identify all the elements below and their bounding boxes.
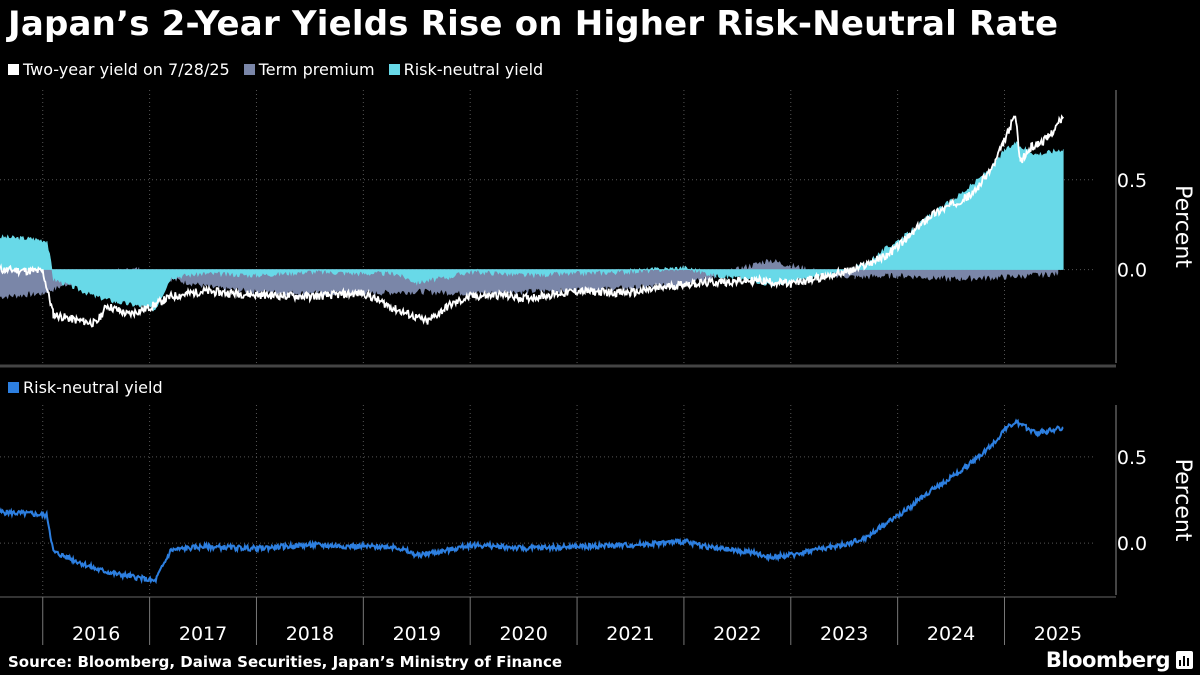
x-tick-label: 2021 xyxy=(606,623,654,645)
source-note: Source: Bloomberg, Daiwa Securities, Jap… xyxy=(8,653,563,671)
x-tick-label: 2018 xyxy=(286,623,334,645)
legend-swatch-term-premium xyxy=(243,64,255,75)
legend-label-risk-neutral-yield: Risk-neutral yield xyxy=(403,60,544,79)
x-tick-label: 2024 xyxy=(927,623,975,645)
risk-neutral-yield-area xyxy=(0,141,1064,312)
x-tick-label: 2017 xyxy=(179,623,227,645)
legend-item-term-premium: Term premium xyxy=(243,60,375,79)
top-chart-legend: Two-year yield on 7/28/25 Term premium R… xyxy=(8,60,543,79)
y-tick-label: 0.5 xyxy=(1117,170,1147,192)
two-year-yield-line xyxy=(0,114,1065,328)
x-tick-label: 2025 xyxy=(1034,623,1082,645)
legend-swatch-two-year-yield xyxy=(8,64,19,75)
legend-swatch-risk-neutral-yield xyxy=(388,64,400,75)
y-axis-label: Percent xyxy=(1170,185,1195,268)
y-tick-label: 0.0 xyxy=(1117,260,1147,282)
x-tick-label: 2019 xyxy=(393,623,441,645)
legend-label-risk-neutral-yield-bottom: Risk-neutral yield xyxy=(23,378,163,397)
y-axis-label: Percent xyxy=(1170,459,1195,542)
x-tick-label: 2023 xyxy=(820,623,868,645)
bloomberg-logo: Bloomberg xyxy=(1045,648,1171,672)
x-tick-label: 2022 xyxy=(713,623,761,645)
legend-item-risk-neutral-yield-bottom: Risk-neutral yield xyxy=(8,378,163,397)
y-tick-label: 0.5 xyxy=(1117,447,1147,469)
legend-item-two-year-yield: Two-year yield on 7/28/25 xyxy=(8,60,230,79)
legend-label-two-year-yield: Two-year yield on 7/28/25 xyxy=(23,60,230,79)
bottom-chart-legend: Risk-neutral yield xyxy=(8,378,163,397)
y-tick-label: 0.0 xyxy=(1117,533,1147,555)
x-tick-label: 2020 xyxy=(499,623,547,645)
x-tick-label: 2016 xyxy=(72,623,120,645)
bloomberg-bar-icon xyxy=(1176,651,1193,669)
chart-title: Japan’s 2-Year Yields Rise on Higher Ris… xyxy=(8,4,1059,44)
legend-swatch-risk-neutral-yield-bottom xyxy=(8,382,19,393)
risk-neutral-yield-line xyxy=(0,418,1064,585)
legend-label-term-premium: Term premium xyxy=(258,60,375,79)
legend-item-risk-neutral-yield: Risk-neutral yield xyxy=(388,60,544,79)
